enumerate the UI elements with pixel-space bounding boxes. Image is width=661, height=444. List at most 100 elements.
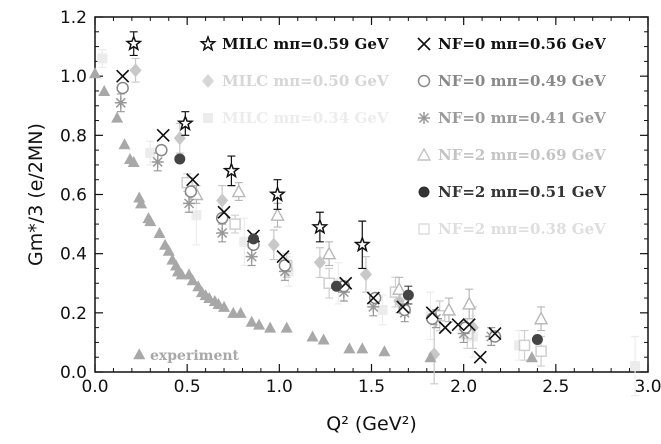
y-tick-label: 0.4 bbox=[60, 245, 87, 265]
data-point-nf-2-m-0-51-gev bbox=[402, 289, 414, 301]
legend-marker-nf-2-m-0-69-gev bbox=[416, 147, 432, 161]
data-point-nf-2-m-0-69-gev bbox=[533, 311, 549, 325]
data-point-nf-0-m-0-56-gev bbox=[116, 69, 130, 83]
data-point-nf-0-m-0-56-gev bbox=[276, 250, 290, 264]
data-point-milc-m-0-50-gev bbox=[129, 63, 142, 78]
experiment-annotation: experiment bbox=[150, 348, 240, 364]
data-point-nf-2-m-0-69-gev bbox=[231, 184, 246, 198]
data-point-experiment bbox=[280, 321, 293, 333]
data-point-nf-0-m-0-56-gev bbox=[488, 326, 502, 341]
legend-label-nf-2-m-0-38-gev: NF=2 mπ=0.38 GeV bbox=[438, 220, 606, 238]
data-point-milc-m-0-59-gev bbox=[353, 235, 371, 253]
data-point-nf-0-m-0-41-gev bbox=[183, 197, 196, 210]
data-point-nf-0-m-0-41-gev bbox=[245, 250, 258, 263]
y-axis-title: Gm*/3 (e/2MN) bbox=[25, 123, 47, 266]
data-point-milc-m-0-34-gev bbox=[97, 53, 108, 64]
data-point-nf-0-m-0-56-gev bbox=[473, 350, 487, 364]
data-point-experiment bbox=[162, 244, 175, 256]
data-point-nf-0-m-0-41-gev bbox=[367, 300, 380, 313]
data-point-nf-0-m-0-56-gev bbox=[425, 306, 439, 320]
legend-marker-nf-0-m-0-56-gev bbox=[417, 37, 431, 51]
data-point-experiment bbox=[245, 315, 258, 327]
data-point-experiment bbox=[306, 330, 319, 342]
data-point-experiment bbox=[264, 321, 277, 333]
data-point-milc-m-0-59-gev bbox=[311, 217, 329, 235]
legend-marker-nf-2-m-0-51-gev bbox=[418, 186, 430, 198]
data-point-nf-0-m-0-49-gev bbox=[426, 312, 439, 325]
legend-marker-milc-m-0-50-gev bbox=[202, 74, 214, 88]
data-point-nf-2-m-0-51-gev bbox=[531, 333, 543, 345]
data-point-nf-0-m-0-41-gev bbox=[216, 226, 229, 239]
data-point-nf-2-m-0-51-gev bbox=[174, 153, 186, 165]
data-point-milc-m-0-59-gev bbox=[222, 161, 241, 179]
legend-marker-nf-0-m-0-49-gev bbox=[417, 74, 431, 88]
data-point-nf-2-m-0-69-gev bbox=[391, 281, 407, 295]
data-point-experiment bbox=[135, 197, 148, 209]
legend-label-nf-0-m-0-41-gev: NF=0 mπ=0.41 GeV bbox=[438, 109, 606, 127]
legend-marker-nf-2-m-0-38-gev bbox=[418, 223, 430, 235]
y-tick-label: 0.2 bbox=[60, 304, 87, 324]
data-point-experiment bbox=[343, 342, 356, 354]
data-point-milc-m-0-50-gev bbox=[267, 237, 280, 252]
data-point-milc-m-0-59-gev bbox=[176, 114, 195, 131]
data-point-experiment bbox=[98, 84, 111, 96]
data-point-nf-2-m-0-69-gev bbox=[321, 246, 337, 260]
y-tick-label: 1.0 bbox=[60, 67, 87, 87]
data-point-experiment bbox=[317, 333, 330, 345]
data-point-nf-2-m-0-69-gev bbox=[441, 302, 457, 316]
data-point-experiment bbox=[356, 342, 369, 354]
data-point-experiment bbox=[144, 215, 157, 227]
data-point-nf-0-m-0-56-gev bbox=[462, 318, 476, 332]
data-point-experiment bbox=[133, 348, 146, 360]
y-tick-label: 0.6 bbox=[60, 186, 87, 206]
legend-marker-nf-0-m-0-41-gev bbox=[418, 112, 430, 124]
data-point-nf-2-m-0-51-gev bbox=[248, 233, 260, 245]
data-point-nf-0-m-0-49-gev bbox=[368, 291, 382, 305]
legend-marker-milc-m-0-59-gev bbox=[199, 34, 217, 52]
data-point-nf-2-m-0-51-gev bbox=[330, 280, 342, 292]
data-point-nf-2-m-0-38-gev bbox=[518, 339, 531, 352]
data-point-nf-0-m-0-56-gev bbox=[186, 173, 200, 187]
data-point-milc-m-0-50-gev bbox=[216, 193, 229, 208]
data-point-experiment bbox=[127, 155, 140, 167]
x-tick-label: 2.0 bbox=[450, 377, 477, 397]
data-point-nf-2-m-0-38-gev bbox=[535, 345, 547, 358]
data-point-nf-0-m-0-41-gev bbox=[151, 155, 164, 168]
data-point-experiment bbox=[186, 274, 199, 286]
data-point-nf-2-m-0-38-gev bbox=[229, 218, 241, 230]
legend-label-milc-m-0-50-gev: MILC mπ=0.50 GeV bbox=[222, 72, 389, 90]
data-point-milc-m-0-59-gev bbox=[268, 185, 287, 202]
legend-label-nf-0-m-0-56-gev: NF=0 mπ=0.56 GeV bbox=[438, 35, 606, 53]
legend-label-milc-m-0-59-gev: MILC mπ=0.59 GeV bbox=[222, 35, 389, 53]
data-point-experiment bbox=[253, 318, 266, 330]
data-point-experiment bbox=[424, 351, 437, 363]
x-axis-title: Q² (GeV²) bbox=[326, 413, 416, 435]
data-point-nf-0-m-0-56-gev bbox=[366, 291, 380, 305]
x-tick-label: 1.0 bbox=[266, 377, 293, 397]
data-point-nf-2-m-0-69-gev bbox=[462, 296, 477, 310]
data-point-nf-0-m-0-49-gev bbox=[488, 330, 502, 343]
legend-label-nf-2-m-0-69-gev: NF=2 mπ=0.69 GeV bbox=[438, 146, 606, 164]
data-point-nf-0-m-0-49-gev bbox=[184, 185, 198, 198]
y-tick-label: 0.0 bbox=[60, 363, 87, 383]
data-point-milc-m-0-59-gev bbox=[125, 34, 143, 52]
legend-marker-milc-m-0-34-gev bbox=[203, 113, 213, 123]
data-point-experiment bbox=[153, 226, 166, 238]
data-point-experiment bbox=[118, 138, 131, 150]
data-point-nf-0-m-0-56-gev bbox=[396, 300, 410, 314]
data-point-nf-0-m-0-49-gev bbox=[278, 259, 292, 272]
legend-label-milc-m-0-34-gev: MILC mπ=0.34 GeV bbox=[222, 109, 389, 127]
data-point-nf-0-m-0-49-gev bbox=[116, 81, 129, 95]
data-point-experiment bbox=[525, 351, 538, 363]
data-point-nf-2-m-0-69-gev bbox=[270, 207, 285, 221]
data-point-experiment bbox=[234, 306, 247, 318]
data-point-nf-0-m-0-56-gev bbox=[438, 321, 452, 335]
data-point-nf-0-m-0-56-gev bbox=[156, 128, 170, 142]
data-point-nf-0-m-0-41-gev bbox=[114, 96, 127, 109]
data-point-milc-m-0-34-gev bbox=[191, 210, 202, 221]
data-point-nf-0-m-0-56-gev bbox=[451, 318, 465, 332]
data-point-milc-m-0-34-gev bbox=[239, 236, 250, 247]
data-point-nf-0-m-0-49-gev bbox=[215, 211, 229, 225]
x-tick-label: 3.0 bbox=[634, 377, 661, 397]
